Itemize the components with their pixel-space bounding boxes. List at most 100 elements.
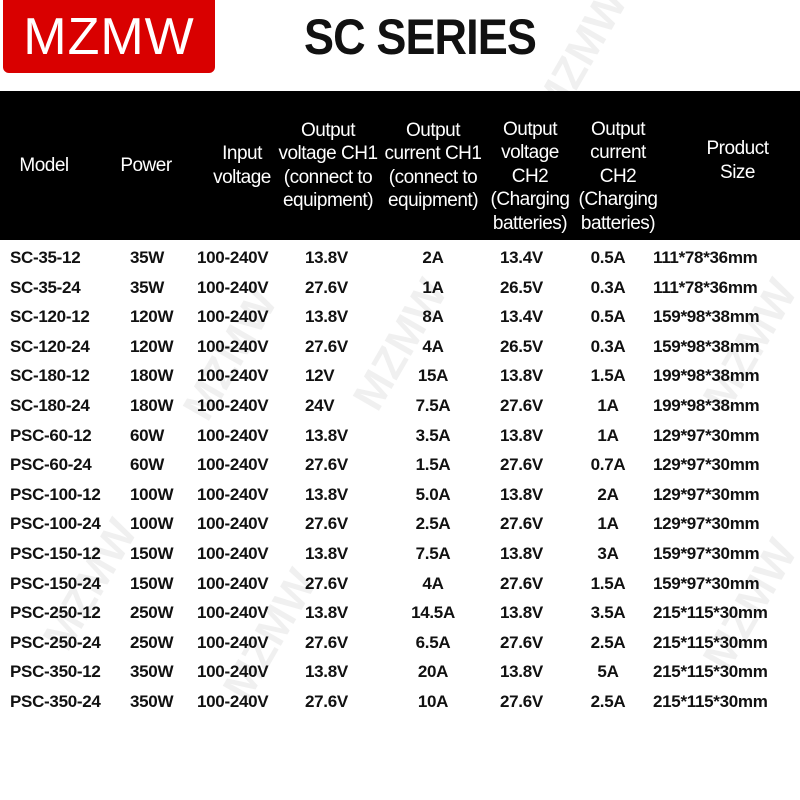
cell-output-voltage-ch1: 13.8V xyxy=(305,484,348,504)
cell-output-voltage-ch2: 13.8V xyxy=(500,662,543,682)
cell-input-voltage: 100-240V xyxy=(197,632,269,652)
brand-logo: MZMW xyxy=(3,0,215,73)
cell-output-voltage-ch1: 27.6V xyxy=(305,514,348,534)
header-output-voltage-ch2: Output voltage CH2 (Charging batteries) xyxy=(490,118,570,234)
cell-output-current-ch1: 3.5A xyxy=(415,425,451,445)
cell-output-voltage-ch2: 26.5V xyxy=(500,336,543,356)
cell-output-current-ch2: 2.5A xyxy=(590,691,626,711)
table-body: SC-35-12 35W 100-240V 13.8V 2A 13.4V 0.5A 111*7… xyxy=(0,245,800,719)
cell-output-current-ch2: 2A xyxy=(597,484,619,504)
cell-output-voltage-ch2: 27.6V xyxy=(500,632,543,652)
table-row: SC-35-12 35W 100-240V 13.8V 2A 13.4V 0.5A 111*7… xyxy=(0,245,800,275)
cell-output-voltage-ch2: 27.6V xyxy=(500,455,543,475)
table-row: SC-180-12 180W 100-240V 12V 15A 13.8V 1.5A 199*… xyxy=(0,363,800,393)
cell-input-voltage: 100-240V xyxy=(197,307,269,327)
cell-model: PSC-250-24 xyxy=(10,632,101,652)
cell-input-voltage: 100-240V xyxy=(197,395,269,415)
cell-product-size: 215*115*30mm xyxy=(653,662,768,682)
cell-input-voltage: 100-240V xyxy=(197,455,269,475)
cell-output-current-ch2: 5A xyxy=(597,662,619,682)
cell-model: PSC-100-24 xyxy=(10,514,101,534)
cell-product-size: 129*97*30mm xyxy=(653,484,760,504)
cell-model: PSC-350-12 xyxy=(10,662,101,682)
cell-output-current-ch2: 3.5A xyxy=(590,603,626,623)
table-row: PSC-350-12 350W 100-240V 13.8V 20A 13.8V 5A 215… xyxy=(0,659,800,689)
cell-output-current-ch2: 1A xyxy=(597,514,619,534)
cell-model: PSC-60-12 xyxy=(10,425,92,445)
header-output-voltage-ch1: Output voltage CH1 (connect to equipment… xyxy=(278,119,378,212)
cell-product-size: 199*98*38mm xyxy=(653,395,760,415)
table-row: SC-120-24 120W 100-240V 27.6V 4A 26.5V 0.3A 159… xyxy=(0,334,800,364)
cell-output-current-ch2: 0.7A xyxy=(590,455,626,475)
cell-output-voltage-ch2: 27.6V xyxy=(500,691,543,711)
table-row: PSC-60-12 60W 100-240V 13.8V 3.5A 13.8V 1A 129*… xyxy=(0,423,800,453)
cell-output-voltage-ch2: 26.5V xyxy=(500,277,543,297)
table-row: SC-120-12 120W 100-240V 13.8V 8A 13.4V 0.5A 159… xyxy=(0,304,800,334)
cell-output-current-ch2: 0.5A xyxy=(590,307,626,327)
cell-power: 350W xyxy=(130,662,174,682)
cell-product-size: 159*97*30mm xyxy=(653,573,760,593)
cell-model: PSC-250-12 xyxy=(10,603,101,623)
cell-model: SC-35-12 xyxy=(10,248,81,267)
cell-output-current-ch1: 4A xyxy=(422,336,444,356)
cell-output-voltage-ch2: 27.6V xyxy=(500,395,543,415)
cell-product-size: 111*78*36mm xyxy=(653,248,758,267)
cell-model: PSC-150-12 xyxy=(10,543,101,563)
cell-model: SC-180-12 xyxy=(10,366,90,386)
cell-input-voltage: 100-240V xyxy=(197,543,269,563)
cell-output-voltage-ch1: 27.6V xyxy=(305,691,348,711)
cell-output-current-ch1: 5.0A xyxy=(415,484,451,504)
cell-output-voltage-ch2: 27.6V xyxy=(500,573,543,593)
cell-product-size: 215*115*30mm xyxy=(653,632,768,652)
table-row: PSC-150-24 150W 100-240V 27.6V 4A 27.6V 1.5A 15… xyxy=(0,571,800,601)
cell-output-current-ch1: 20A xyxy=(417,662,449,682)
cell-output-current-ch1: 7.5A xyxy=(415,395,451,415)
cell-output-current-ch1: 2A xyxy=(422,248,444,267)
cell-power: 250W xyxy=(130,603,174,623)
cell-power: 150W xyxy=(130,573,174,593)
cell-product-size: 111*78*36mm xyxy=(653,277,758,297)
cell-output-current-ch2: 1A xyxy=(597,425,619,445)
cell-output-current-ch2: 0.3A xyxy=(590,336,626,356)
cell-output-current-ch2: 2.5A xyxy=(590,632,626,652)
cell-power: 60W xyxy=(130,425,165,445)
cell-model: SC-120-24 xyxy=(10,336,90,356)
cell-output-current-ch1: 10A xyxy=(417,691,449,711)
cell-output-voltage-ch1: 24V xyxy=(305,395,335,415)
cell-output-current-ch1: 1A xyxy=(422,277,444,297)
cell-output-voltage-ch1: 27.6V xyxy=(305,632,348,652)
cell-output-current-ch1: 2.5A xyxy=(415,514,451,534)
cell-model: SC-120-12 xyxy=(10,307,90,327)
cell-power: 120W xyxy=(130,336,174,356)
cell-input-voltage: 100-240V xyxy=(197,366,269,386)
table-row: PSC-350-24 350W 100-240V 27.6V 10A 27.6V 2.5A 2… xyxy=(0,689,800,719)
cell-output-voltage-ch1: 13.8V xyxy=(305,543,348,563)
cell-output-voltage-ch1: 12V xyxy=(305,366,335,386)
cell-output-voltage-ch2: 13.8V xyxy=(500,366,543,386)
cell-model: SC-35-24 xyxy=(10,277,81,297)
cell-output-voltage-ch2: 13.8V xyxy=(500,543,543,563)
cell-output-voltage-ch2: 13.4V xyxy=(500,248,543,267)
cell-product-size: 215*115*30mm xyxy=(653,691,768,711)
cell-input-voltage: 100-240V xyxy=(197,691,269,711)
cell-power: 180W xyxy=(130,366,174,386)
cell-model: PSC-150-24 xyxy=(10,573,101,593)
header-input-voltage: Input voltage xyxy=(213,143,271,188)
cell-product-size: 159*98*38mm xyxy=(653,307,760,327)
cell-power: 60W xyxy=(130,455,165,475)
cell-output-current-ch1: 14.5A xyxy=(411,603,455,623)
cell-input-voltage: 100-240V xyxy=(197,277,269,297)
cell-output-current-ch2: 3A xyxy=(597,543,619,563)
cell-input-voltage: 100-240V xyxy=(197,484,269,504)
table-row: SC-180-24 180W 100-240V 24V 7.5A 27.6V 1A 199*9… xyxy=(0,393,800,423)
cell-output-current-ch1: 6.5A xyxy=(415,632,451,652)
cell-output-voltage-ch2: 13.8V xyxy=(500,484,543,504)
cell-output-voltage-ch2: 27.6V xyxy=(500,514,543,534)
cell-input-voltage: 100-240V xyxy=(197,514,269,534)
cell-output-voltage-ch2: 13.8V xyxy=(500,603,543,623)
cell-output-voltage-ch1: 13.8V xyxy=(305,248,348,267)
cell-power: 120W xyxy=(130,307,174,327)
cell-product-size: 129*97*30mm xyxy=(653,455,760,475)
cell-product-size: 199*98*38mm xyxy=(653,366,760,386)
header-product-size: Product Size xyxy=(706,138,769,183)
